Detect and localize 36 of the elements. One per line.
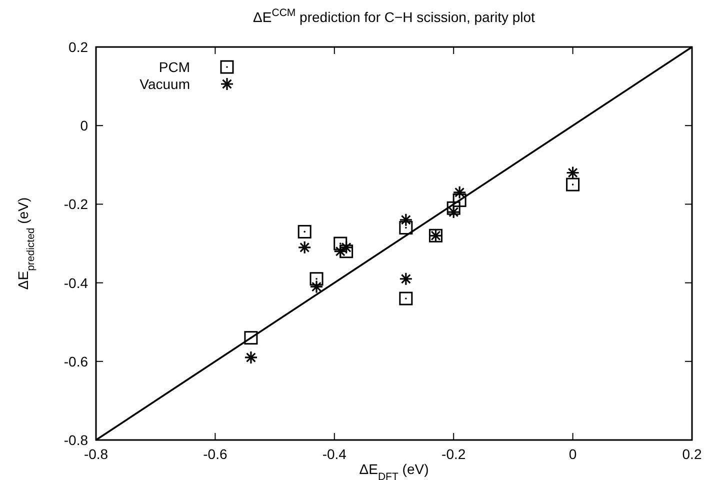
x-axis-title: ΔE$_{DFT}$ (eV) (359, 461, 429, 480)
point (399, 213, 413, 227)
point (452, 194, 466, 208)
point (340, 240, 354, 254)
y-tick-label: -0.8 (64, 432, 88, 448)
point (340, 244, 354, 258)
point (566, 166, 580, 180)
legend-label: Vacuum (140, 76, 190, 92)
point (452, 186, 466, 200)
point (334, 236, 348, 250)
point (298, 224, 312, 238)
point (310, 272, 324, 286)
point (244, 350, 258, 364)
y-tick-label: -0.6 (64, 353, 88, 370)
point (334, 244, 348, 258)
x-tick-label: 0 (568, 446, 577, 462)
y-tick-label: -0.4 (64, 274, 88, 291)
point (566, 178, 580, 192)
point (399, 292, 413, 306)
y-tick-label: 0 (80, 118, 88, 134)
x-tick-label: -0.6 (203, 446, 228, 462)
x-tick-label: -0.4 (322, 446, 347, 462)
point (446, 205, 460, 219)
point (298, 240, 312, 254)
point (446, 201, 460, 215)
legend-label: PCM (158, 59, 190, 75)
x-tick-label: -0.8 (84, 446, 108, 462)
point (399, 221, 413, 235)
x-tick-label: 0.2 (682, 446, 702, 462)
point (244, 331, 258, 345)
chart-title: ΔE$^{CCM}$ prediction for C−H scission, parity plot (253, 7, 536, 25)
x-tick-label: -0.2 (442, 446, 466, 462)
y-tick-label: -0.2 (64, 196, 88, 212)
point (310, 280, 324, 294)
point (399, 272, 413, 286)
y-tick-label: 0.2 (68, 39, 88, 55)
